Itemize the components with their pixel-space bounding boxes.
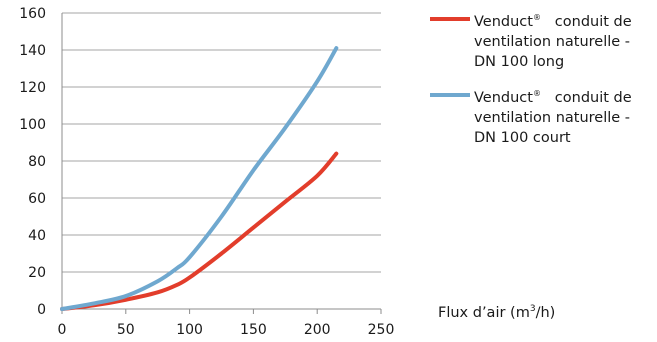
legend-long-line2: ventilation naturelle -	[474, 34, 631, 50]
registered-mark: ®	[532, 13, 541, 22]
series-lines	[60, 46, 339, 311]
x-axis-label: Flux d’air (m3/h)	[438, 304, 556, 321]
y-tick-label: 160	[19, 6, 46, 22]
registered-mark: ®	[532, 89, 541, 98]
grid-lines	[61, 12, 382, 314]
y-tick-label: 100	[19, 117, 46, 133]
legend-court-line2: ventilation naturelle -	[474, 110, 631, 126]
legend-court-line3: DN 100 court	[474, 130, 571, 146]
legend-item-court: Venduct® conduit de ventilation naturell…	[430, 84, 655, 148]
series-line-long	[60, 151, 339, 311]
legend-long-word: Venduct	[474, 14, 533, 30]
x-tick-label: 100	[176, 322, 203, 338]
x-tick-label: 150	[240, 322, 267, 338]
y-tick-label: 140	[19, 43, 46, 59]
x-tick-label: 200	[304, 322, 331, 338]
legend-court-rest: conduit de	[554, 90, 632, 106]
legend-item-long: Venduct® conduit de ventilation naturell…	[430, 8, 655, 72]
y-tick-label: 0	[37, 302, 46, 318]
legend-long-line3: DN 100 long	[474, 54, 565, 70]
legend-swatch-court	[430, 93, 470, 97]
x-tick-labels: 0 50 100 150 200 250	[58, 322, 395, 338]
legend-long-rest: conduit de	[554, 14, 632, 30]
y-tick-label: 20	[28, 265, 46, 281]
legend-swatch-long	[430, 17, 470, 21]
y-tick-label: 40	[28, 228, 46, 244]
y-tick-label: 80	[28, 154, 46, 170]
y-tick-labels: 0 20 40 60 80 100 120 140 160	[19, 6, 46, 318]
x-tick-label: 50	[117, 322, 135, 338]
x-tick-label: 0	[58, 322, 67, 338]
legend: Venduct® conduit de ventilation naturell…	[430, 8, 655, 160]
y-tick-label: 120	[19, 80, 46, 96]
y-tick-label: 60	[28, 191, 46, 207]
series-line-court	[60, 46, 339, 311]
x-tick-label: 250	[368, 322, 395, 338]
legend-court-word: Venduct	[474, 90, 533, 106]
